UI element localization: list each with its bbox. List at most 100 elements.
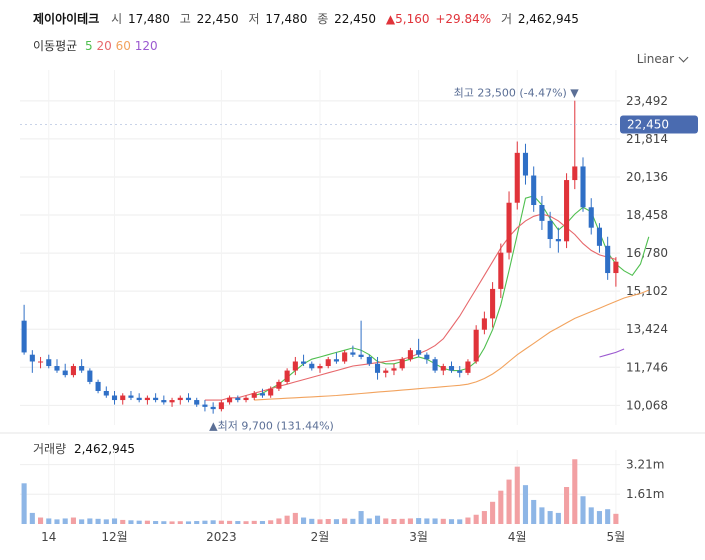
volume-bar (185, 521, 192, 524)
candle-body (358, 354, 364, 357)
current-price-badge (620, 115, 698, 134)
candle-body (210, 406, 216, 410)
close-label: 종 (317, 12, 329, 26)
candle-body (79, 366, 85, 371)
volume-bar (539, 507, 545, 524)
candle-body (490, 288, 496, 319)
volume-bar (111, 518, 118, 524)
volume-value: 2,462,945 (517, 12, 579, 26)
candle-body (383, 370, 389, 373)
volume-bar (38, 517, 44, 524)
candle-body (95, 381, 101, 391)
change-value: ▲5,160 (385, 12, 430, 26)
volume-bar (555, 512, 561, 524)
volume-bar (613, 513, 619, 524)
candle-body (161, 400, 167, 403)
ma-legend-label: 이동평균 (33, 39, 78, 53)
candle-body (284, 370, 290, 382)
volume-bar (531, 499, 537, 524)
volume-bar (301, 517, 307, 524)
candle-body (309, 363, 315, 369)
low-label: 저 (248, 12, 260, 26)
time-tick-label: 5월 (607, 530, 626, 544)
volume-bar (153, 521, 159, 524)
candle-body (317, 366, 323, 369)
candle-body (539, 205, 545, 221)
candle-body (29, 354, 35, 362)
candle-body (366, 356, 372, 364)
volume-bar (161, 521, 167, 524)
candle-body (202, 404, 208, 407)
volume-bar (251, 520, 257, 524)
volume-bar (79, 519, 85, 524)
candle-body (416, 350, 422, 355)
min-price-annotation: ▲최저 9,700 (131.44%) (209, 420, 334, 433)
candle-body (54, 366, 60, 371)
volume-bar (564, 487, 570, 524)
volume-bar (259, 521, 266, 524)
volume-bar (276, 518, 282, 524)
open-label: 시 (111, 12, 123, 26)
volume-bar (448, 519, 455, 524)
volume-bar (95, 518, 101, 524)
candle-body (432, 359, 438, 371)
volume-bar (407, 518, 413, 524)
candle-body (424, 354, 430, 360)
candle-body (292, 361, 298, 371)
volume-bar (87, 518, 93, 524)
moving-average-legend[interactable]: 이동평균 5 20 60 120 (33, 37, 158, 54)
volume-bar (317, 519, 323, 524)
high-value: 22,450 (196, 12, 239, 26)
candle-body (333, 359, 339, 362)
price-tick-label: 16,780 (626, 246, 668, 260)
price-tick-label: 11,746 (626, 360, 668, 374)
volume-bar (424, 518, 430, 524)
volume-bar (169, 521, 175, 524)
price-tick-label: 13,424 (626, 322, 668, 336)
ma20-line (204, 213, 617, 401)
volume-bar (342, 518, 348, 524)
ma-period-20[interactable]: 20 (96, 39, 112, 53)
volume-bar (333, 519, 339, 524)
candle-body (399, 359, 405, 369)
ma-period-5[interactable]: 5 (85, 39, 93, 53)
volume-bar (399, 518, 405, 524)
volume-bar (547, 511, 553, 524)
volume-bar (268, 520, 274, 524)
time-tick-label: 12월 (101, 530, 127, 544)
volume-bar (605, 509, 611, 524)
time-tick-label: 2023 (206, 530, 237, 544)
candle-body (62, 370, 68, 376)
price-tick-label: 18,458 (626, 208, 668, 222)
candle-body (457, 370, 463, 373)
volume-bar (46, 518, 52, 524)
volume-bar (70, 517, 76, 524)
candle-body (481, 318, 487, 330)
price-tick-label: 20,136 (626, 170, 668, 184)
candle-body (259, 393, 266, 396)
time-tick-label: 3월 (409, 530, 428, 544)
volume-tick-label: 3.21m (626, 458, 664, 472)
candle-body (46, 359, 52, 367)
scale-dropdown[interactable]: Linear (637, 52, 689, 66)
candle-body (185, 397, 192, 401)
volume-bar (490, 501, 496, 524)
ma-period-120[interactable]: 120 (134, 39, 158, 53)
volume-legend-value: 2,462,945 (73, 442, 136, 456)
candle-body (111, 395, 118, 401)
candle-body (218, 402, 224, 410)
volume-bar (54, 519, 60, 524)
volume-bar (506, 479, 512, 524)
volume-bar (596, 511, 602, 524)
volume-bar (325, 519, 331, 524)
stock-summary-bar: 제이아이테크 시 17,480 고 22,450 저 17,480 종 22,4… (33, 10, 585, 26)
candle-body (391, 368, 397, 371)
candle-body (605, 245, 611, 274)
volume-bar (514, 466, 520, 524)
volume-bar (309, 518, 315, 524)
volume-bar (144, 520, 150, 524)
volume-bar (210, 520, 216, 524)
volume-bar (498, 490, 504, 524)
ma-period-60[interactable]: 60 (115, 39, 131, 53)
